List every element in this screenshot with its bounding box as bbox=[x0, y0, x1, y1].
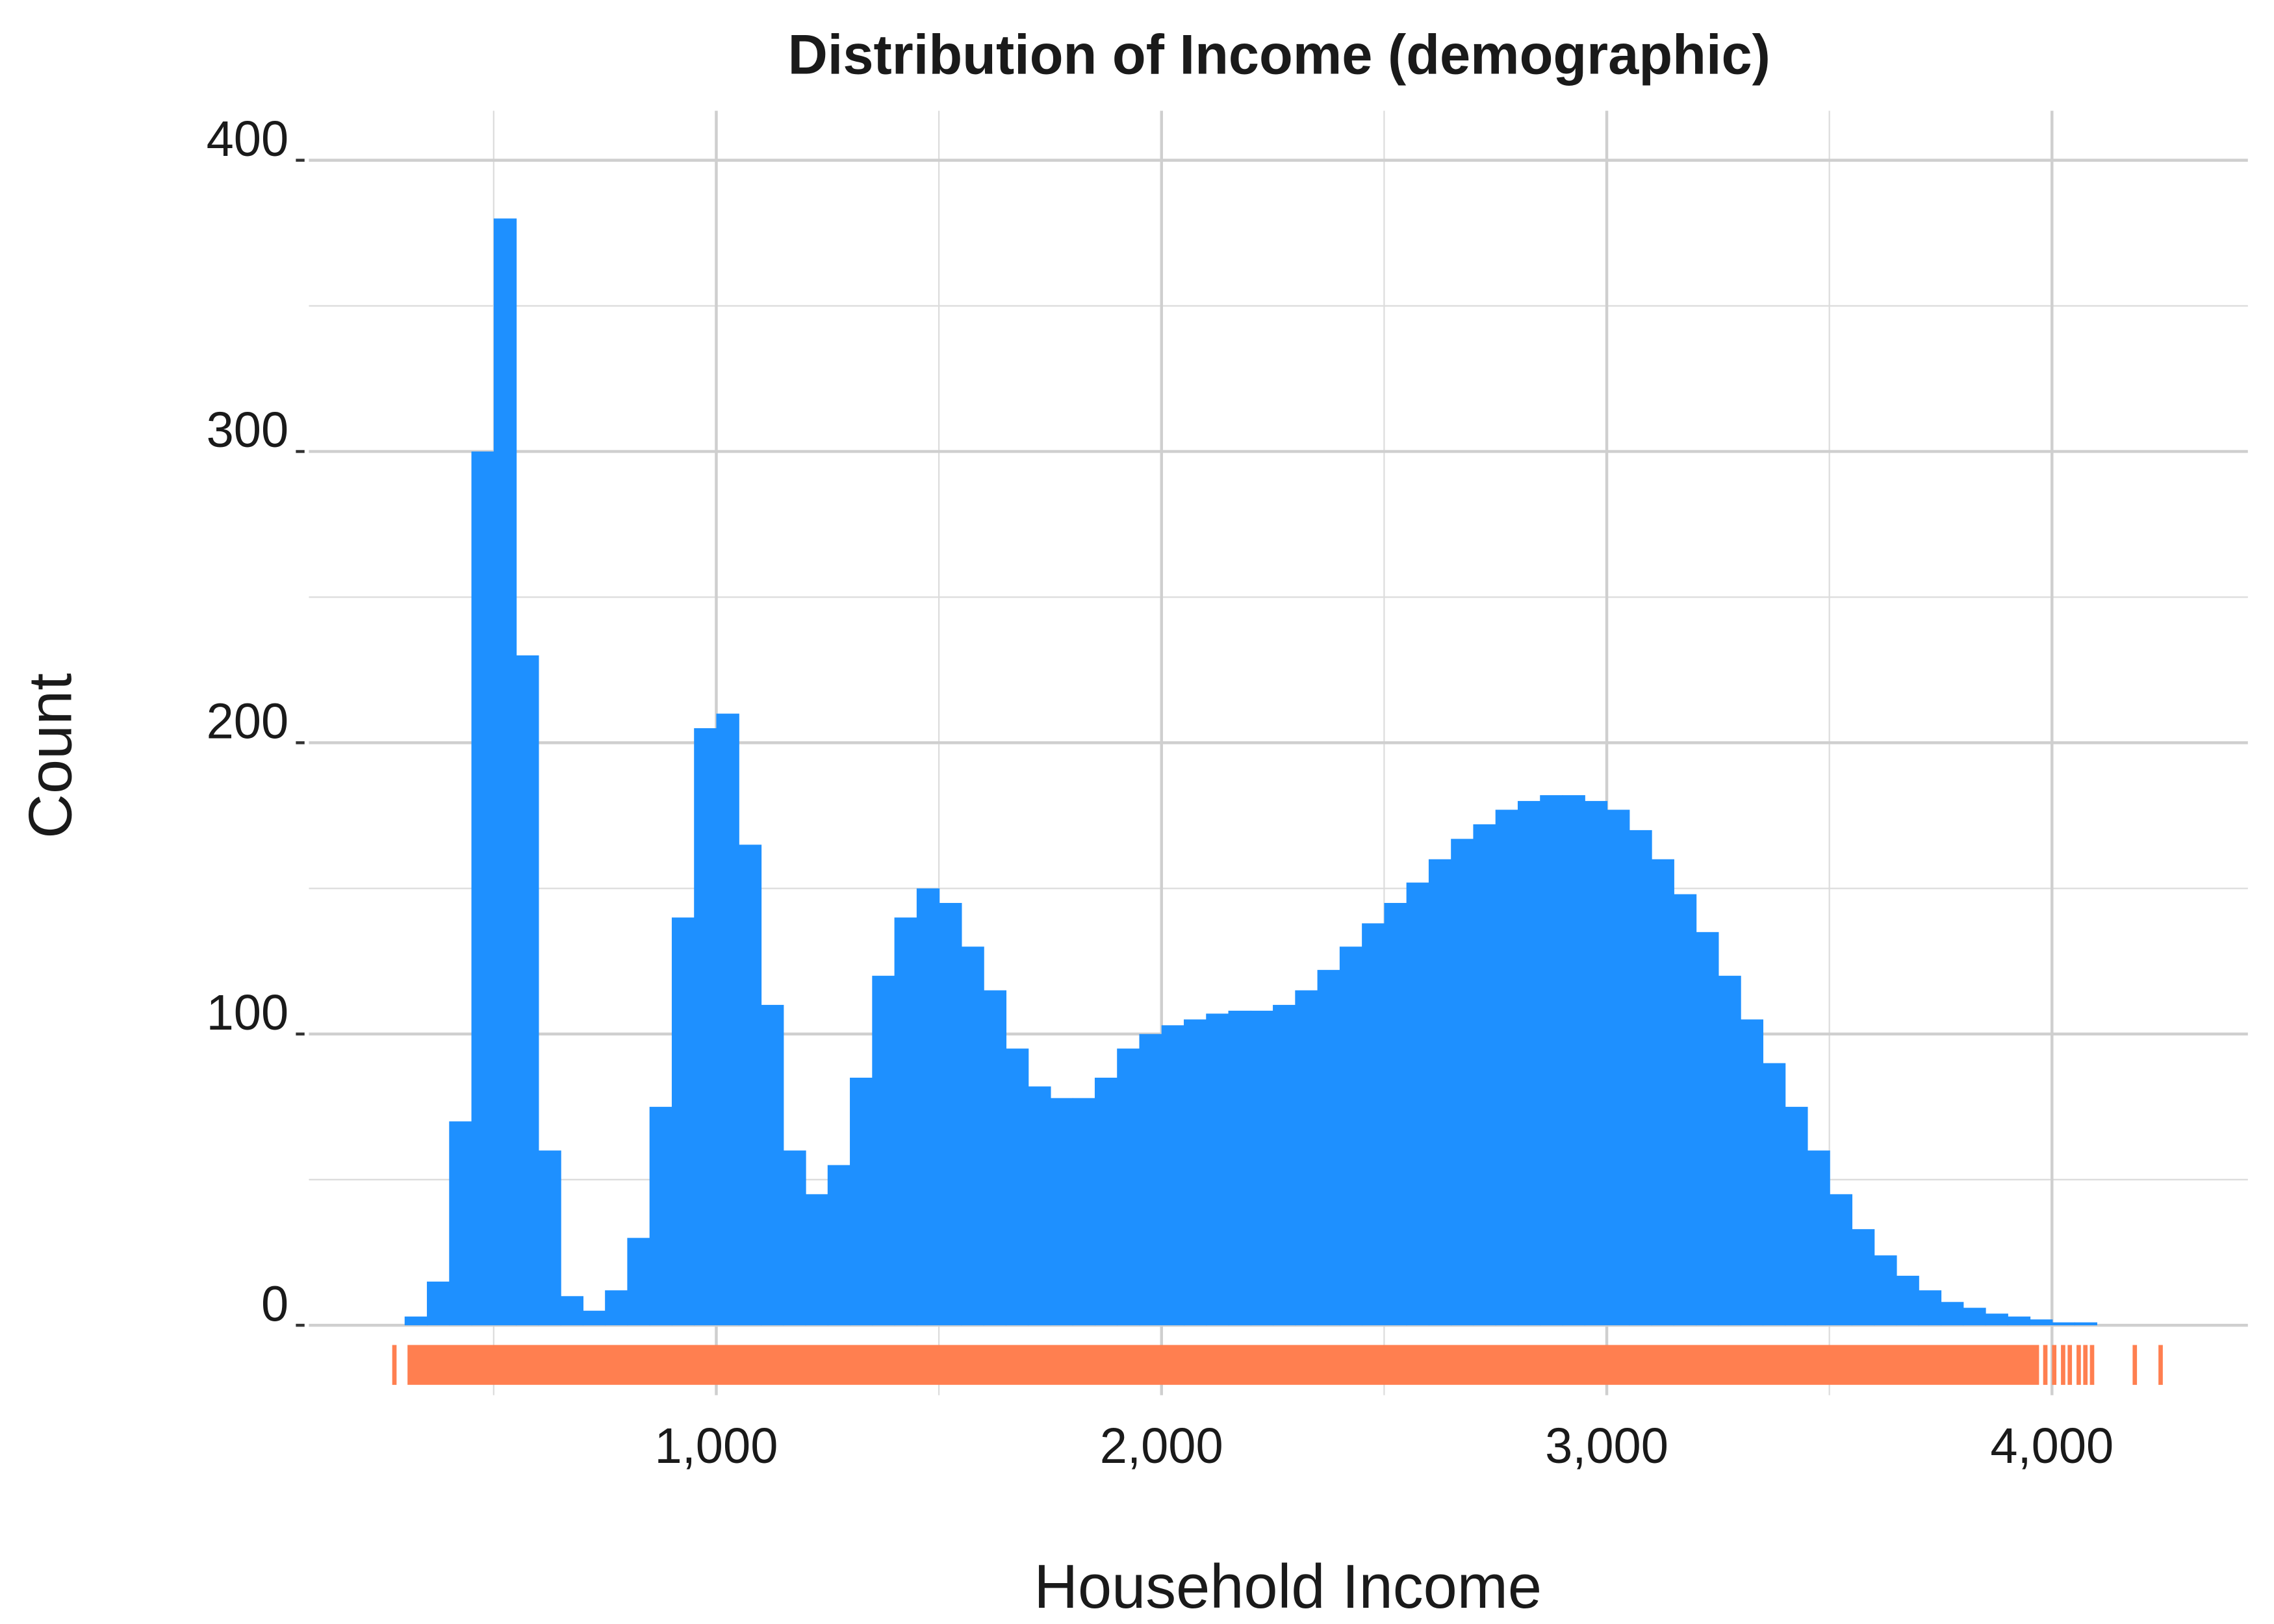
bar bbox=[738, 844, 762, 1326]
bar bbox=[939, 902, 962, 1326]
bar bbox=[805, 1194, 828, 1326]
bar bbox=[1740, 1019, 1763, 1326]
y-axis-title: Count bbox=[16, 673, 84, 839]
bar bbox=[1829, 1194, 1853, 1326]
bar bbox=[627, 1237, 650, 1326]
x-tick-label: 3,000 bbox=[1545, 1419, 1668, 1475]
bar bbox=[1094, 1078, 1118, 1326]
labels: 0 100 200 300 400 1,000 2,000 3,000 4,000 bbox=[207, 111, 2114, 1474]
y-tick-label: 100 bbox=[207, 985, 289, 1041]
bar bbox=[1184, 1019, 1207, 1326]
bar bbox=[1896, 1275, 1919, 1326]
bar bbox=[1473, 824, 1496, 1326]
rug bbox=[392, 1345, 2163, 1385]
chart-title: Distribution of Income (demographic) bbox=[788, 24, 1770, 86]
y-tick-label: 200 bbox=[207, 694, 289, 750]
bar bbox=[1696, 932, 1719, 1326]
bar bbox=[1005, 1048, 1029, 1326]
bar bbox=[1517, 801, 1541, 1326]
bar bbox=[872, 976, 895, 1326]
bar bbox=[1540, 795, 1563, 1326]
bar bbox=[850, 1078, 873, 1326]
bar bbox=[1339, 946, 1363, 1326]
marks bbox=[404, 218, 2097, 1326]
bar bbox=[1562, 795, 1585, 1326]
bar bbox=[1673, 894, 1697, 1326]
bar bbox=[1206, 1013, 1229, 1326]
bar bbox=[983, 990, 1007, 1326]
bar bbox=[404, 1316, 428, 1326]
bar bbox=[894, 917, 917, 1326]
bar bbox=[1940, 1302, 1964, 1326]
bar bbox=[1963, 1308, 1986, 1326]
bar bbox=[671, 917, 695, 1326]
bar bbox=[1495, 809, 1519, 1326]
bar bbox=[761, 1004, 784, 1326]
bar bbox=[1428, 859, 1452, 1326]
bar bbox=[783, 1150, 806, 1326]
bar bbox=[649, 1106, 673, 1326]
y-tick-label: 400 bbox=[207, 111, 289, 167]
bar bbox=[1362, 923, 1385, 1326]
bar bbox=[582, 1310, 606, 1326]
bar bbox=[449, 1121, 472, 1326]
bar bbox=[1139, 1034, 1162, 1326]
bar bbox=[1072, 1098, 1096, 1326]
bar bbox=[560, 1296, 584, 1326]
bar bbox=[1985, 1313, 2008, 1326]
bar bbox=[1629, 830, 1652, 1326]
bar bbox=[961, 946, 984, 1326]
bar bbox=[1785, 1106, 1808, 1326]
bar bbox=[1584, 801, 1608, 1326]
bar bbox=[1250, 1010, 1274, 1326]
bar bbox=[1384, 902, 1407, 1326]
bar bbox=[493, 218, 517, 1326]
bar bbox=[2052, 1322, 2075, 1326]
bar bbox=[1117, 1048, 1140, 1326]
bar bbox=[1762, 1063, 1786, 1326]
bar bbox=[827, 1165, 851, 1326]
bar bbox=[694, 728, 717, 1326]
bar bbox=[1651, 859, 1674, 1326]
bar bbox=[471, 451, 494, 1326]
bar bbox=[1874, 1255, 1897, 1326]
bar bbox=[1451, 839, 1474, 1326]
bar bbox=[427, 1281, 450, 1326]
x-tick-label: 4,000 bbox=[1990, 1419, 2114, 1475]
bar bbox=[1161, 1025, 1185, 1326]
bar bbox=[1851, 1229, 1875, 1326]
bar bbox=[2007, 1316, 2031, 1326]
bar bbox=[1228, 1010, 1251, 1326]
bar bbox=[1317, 970, 1340, 1326]
bar bbox=[538, 1150, 561, 1326]
bar bbox=[605, 1290, 628, 1326]
bar bbox=[516, 655, 539, 1326]
y-tick-label: 300 bbox=[207, 403, 289, 459]
bar bbox=[2074, 1322, 2097, 1326]
y-tick-label: 0 bbox=[261, 1276, 288, 1332]
rug-band bbox=[407, 1345, 2039, 1385]
bar bbox=[716, 713, 739, 1326]
bar bbox=[1607, 809, 1630, 1326]
bar bbox=[1028, 1086, 1051, 1326]
bar bbox=[1050, 1098, 1073, 1326]
bar bbox=[1718, 976, 1741, 1326]
x-tick-label: 2,000 bbox=[1100, 1419, 1223, 1475]
bar bbox=[1807, 1150, 1830, 1326]
bar bbox=[1295, 990, 1318, 1326]
bar bbox=[2030, 1319, 2053, 1326]
bar bbox=[916, 888, 940, 1326]
x-axis-title: Household Income bbox=[1034, 1552, 1542, 1621]
bar bbox=[1918, 1290, 1942, 1326]
bar bbox=[1406, 882, 1430, 1326]
x-tick-label: 1,000 bbox=[655, 1419, 778, 1475]
bar bbox=[1273, 1004, 1296, 1326]
